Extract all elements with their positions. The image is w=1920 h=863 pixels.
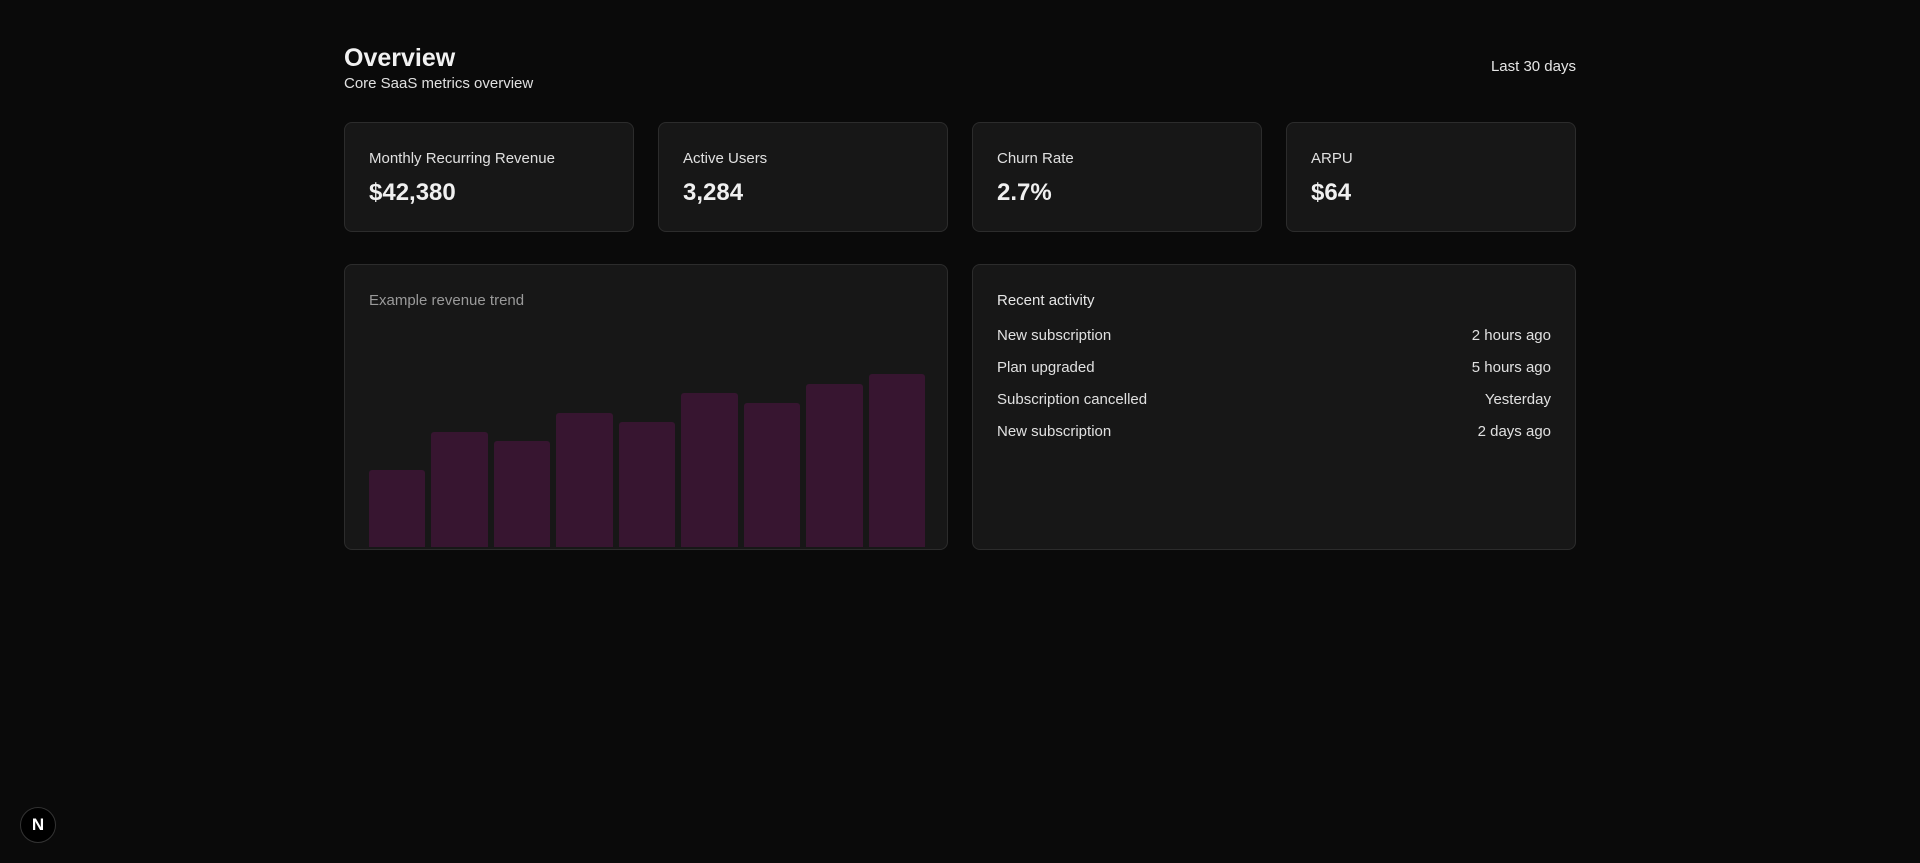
chart-title: Example revenue trend: [369, 292, 525, 309]
page-header: Overview Core SaaS metrics overview Last…: [344, 40, 1576, 92]
activity-time: 2 days ago: [1477, 423, 1551, 440]
activity-time: 2 hours ago: [1471, 327, 1551, 344]
activity-item: New subscription 2 hours ago: [997, 327, 1551, 344]
stat-label: Monthly Recurring Revenue: [369, 150, 555, 167]
stat-card-churn-rate: Churn Rate 2.7%: [972, 122, 1262, 232]
stat-card-active-users: Active Users 3,284: [658, 122, 948, 232]
stat-value: 3,284: [683, 179, 744, 206]
activity-time: Yesterday: [1484, 391, 1551, 408]
dashboard: Overview Core SaaS metrics overview Last…: [344, 40, 1576, 550]
page-title: Overview: [344, 44, 456, 72]
activity-title: Recent activity: [997, 292, 1095, 309]
stat-label: Active Users: [683, 150, 768, 167]
stat-value: 2.7%: [997, 179, 1052, 206]
chart-bar: [806, 383, 863, 547]
revenue-chart-card: Example revenue trend: [344, 264, 948, 550]
stat-card-mrr: Monthly Recurring Revenue $42,380: [344, 122, 634, 232]
stat-cards: Monthly Recurring Revenue $42,380 Active…: [344, 122, 1576, 232]
lower-panels: Example revenue trend Recent activity Ne…: [344, 264, 1576, 550]
stat-label: ARPU: [1311, 150, 1353, 167]
page-subtitle: Core SaaS metrics overview: [344, 75, 534, 92]
activity-item: Subscription cancelled Yesterday: [997, 391, 1551, 408]
nextjs-logo-icon[interactable]: N: [20, 807, 56, 843]
stat-value: $42,380: [369, 179, 456, 206]
chart-bar: [556, 412, 613, 547]
chart-bar: [743, 403, 801, 547]
chart-bar: [493, 441, 551, 547]
stat-label: Churn Rate: [997, 150, 1074, 167]
chart-bar: [868, 374, 925, 547]
activity-event: Subscription cancelled: [997, 391, 1148, 408]
chart-bar: [618, 422, 676, 547]
chart-bar: [369, 470, 426, 547]
activity-item: New subscription 2 days ago: [997, 423, 1551, 440]
chart-bar: [681, 393, 738, 547]
revenue-bar-chart: [369, 355, 925, 547]
stat-card-arpu: ARPU $64: [1286, 122, 1576, 232]
chart-bar: [431, 431, 488, 547]
activity-event: New subscription: [997, 423, 1112, 440]
activity-event: Plan upgraded: [997, 359, 1095, 376]
activity-item: Plan upgraded 5 hours ago: [997, 359, 1551, 376]
activity-time: 5 hours ago: [1471, 359, 1551, 376]
activity-event: New subscription: [997, 327, 1112, 344]
stat-value: $64: [1311, 179, 1352, 206]
recent-activity-card: Recent activity New subscription 2 hours…: [972, 264, 1576, 550]
date-range-label[interactable]: Last 30 days: [1490, 58, 1576, 75]
